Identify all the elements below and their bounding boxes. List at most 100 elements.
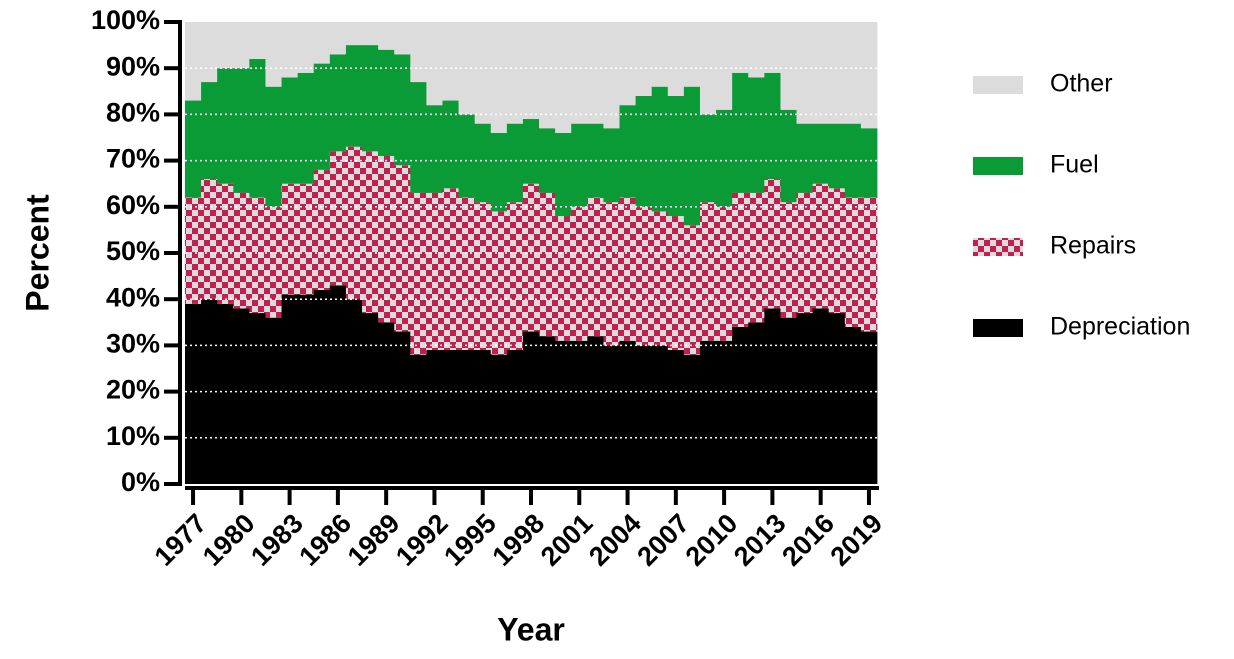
x-tick-label: 2013	[728, 508, 792, 572]
bar-segment	[249, 197, 266, 314]
bar-segment	[185, 303, 202, 484]
x-tick-label: 1980	[197, 508, 261, 572]
bar-segment	[233, 68, 250, 193]
bar-segment	[217, 68, 234, 184]
bar-segment	[764, 22, 781, 73]
bar-segment	[329, 54, 347, 152]
bar-segment	[362, 45, 379, 152]
bar-segment	[764, 72, 781, 180]
bar-segment	[394, 54, 411, 166]
y-tick-label: 20%	[106, 375, 160, 405]
bar-segment	[265, 22, 282, 87]
legend-label: Fuel	[1050, 151, 1099, 179]
bar-segment	[619, 105, 637, 198]
bar-segment	[571, 340, 588, 484]
bar-segment	[555, 216, 572, 341]
bar-segment	[603, 22, 620, 129]
bar-segment	[474, 123, 492, 203]
bar-segment	[571, 22, 588, 124]
bar-segment	[410, 354, 427, 484]
bar-segment	[201, 22, 218, 83]
bar-segment	[233, 22, 250, 69]
bar-segment	[587, 336, 604, 484]
bar-segment	[249, 58, 266, 198]
x-tick-label: 1977	[149, 508, 213, 572]
bar-segment	[506, 123, 524, 203]
bar-segment	[860, 22, 878, 129]
bar-segment	[732, 72, 749, 193]
bar-segment	[764, 179, 781, 309]
bar-segment	[812, 308, 830, 484]
bar-segment	[699, 114, 717, 203]
bar-segment	[329, 285, 347, 484]
bar-segment	[313, 289, 331, 484]
bar-segment	[651, 22, 669, 87]
bar-segment	[281, 294, 299, 484]
bar-segment	[667, 216, 685, 351]
bar-segment	[345, 299, 363, 484]
bar-segment	[281, 77, 299, 184]
bar-segment	[828, 188, 846, 314]
bar-segment	[812, 183, 830, 309]
bar-segment	[249, 22, 266, 59]
bar-segment	[699, 22, 717, 115]
bar-segment	[716, 206, 733, 341]
x-tick-label: 1989	[342, 508, 406, 572]
bar-segment	[780, 202, 797, 318]
bar-segment	[555, 22, 572, 133]
bar-segment	[828, 22, 846, 124]
bar-segment	[378, 155, 395, 323]
bar-segment	[329, 22, 347, 55]
bar-segment	[860, 128, 878, 198]
bar-segment	[716, 340, 733, 484]
bar-segment	[748, 77, 765, 193]
bar-segment	[506, 22, 524, 124]
bar-segment	[233, 308, 250, 484]
y-tick-label: 60%	[106, 190, 160, 220]
bar-segment	[345, 146, 363, 300]
x-tick-label: 2019	[825, 508, 889, 572]
bar-segment	[667, 95, 685, 217]
bar-segment	[732, 22, 749, 73]
legend-label: Other	[1050, 70, 1113, 98]
bar-segment	[651, 86, 669, 212]
bar-segment	[378, 49, 395, 156]
bar-segment	[603, 345, 620, 484]
bar-segment	[796, 22, 814, 124]
bar-segment	[426, 22, 443, 106]
bar-segment	[442, 188, 459, 351]
y-tick-label: 30%	[106, 329, 160, 359]
x-tick-label: 2004	[583, 508, 647, 572]
bar-segment	[635, 95, 653, 207]
bar-segment	[603, 202, 620, 346]
bar-segment	[651, 211, 669, 346]
y-axis-title: Percent	[19, 194, 55, 312]
bar-segment	[732, 192, 749, 327]
bar-segment	[619, 197, 637, 341]
bar-segment	[249, 313, 266, 484]
bar-segment	[780, 22, 797, 110]
bar-segment	[748, 192, 765, 323]
bar-segment	[313, 63, 331, 170]
bar-segment	[474, 350, 492, 484]
bar-segment	[217, 22, 234, 69]
bar-segment	[699, 202, 717, 341]
bar-segment	[619, 340, 637, 484]
bar-segment	[522, 22, 540, 120]
bar-segment	[378, 322, 395, 484]
bar-segment	[474, 202, 492, 351]
legend-swatch	[973, 157, 1023, 175]
bar-segment	[651, 345, 669, 484]
bar-segment	[555, 340, 572, 484]
bar-segment	[394, 22, 411, 55]
bar-segment	[844, 22, 862, 124]
x-tick-label: 1998	[487, 508, 551, 572]
bar-segment	[442, 100, 459, 189]
bar-segment	[812, 22, 830, 124]
bar-segment	[410, 82, 427, 193]
bar-segment	[587, 197, 604, 337]
bar-segment	[571, 206, 588, 341]
bar-segment	[555, 132, 572, 217]
bar-segment	[490, 354, 508, 484]
